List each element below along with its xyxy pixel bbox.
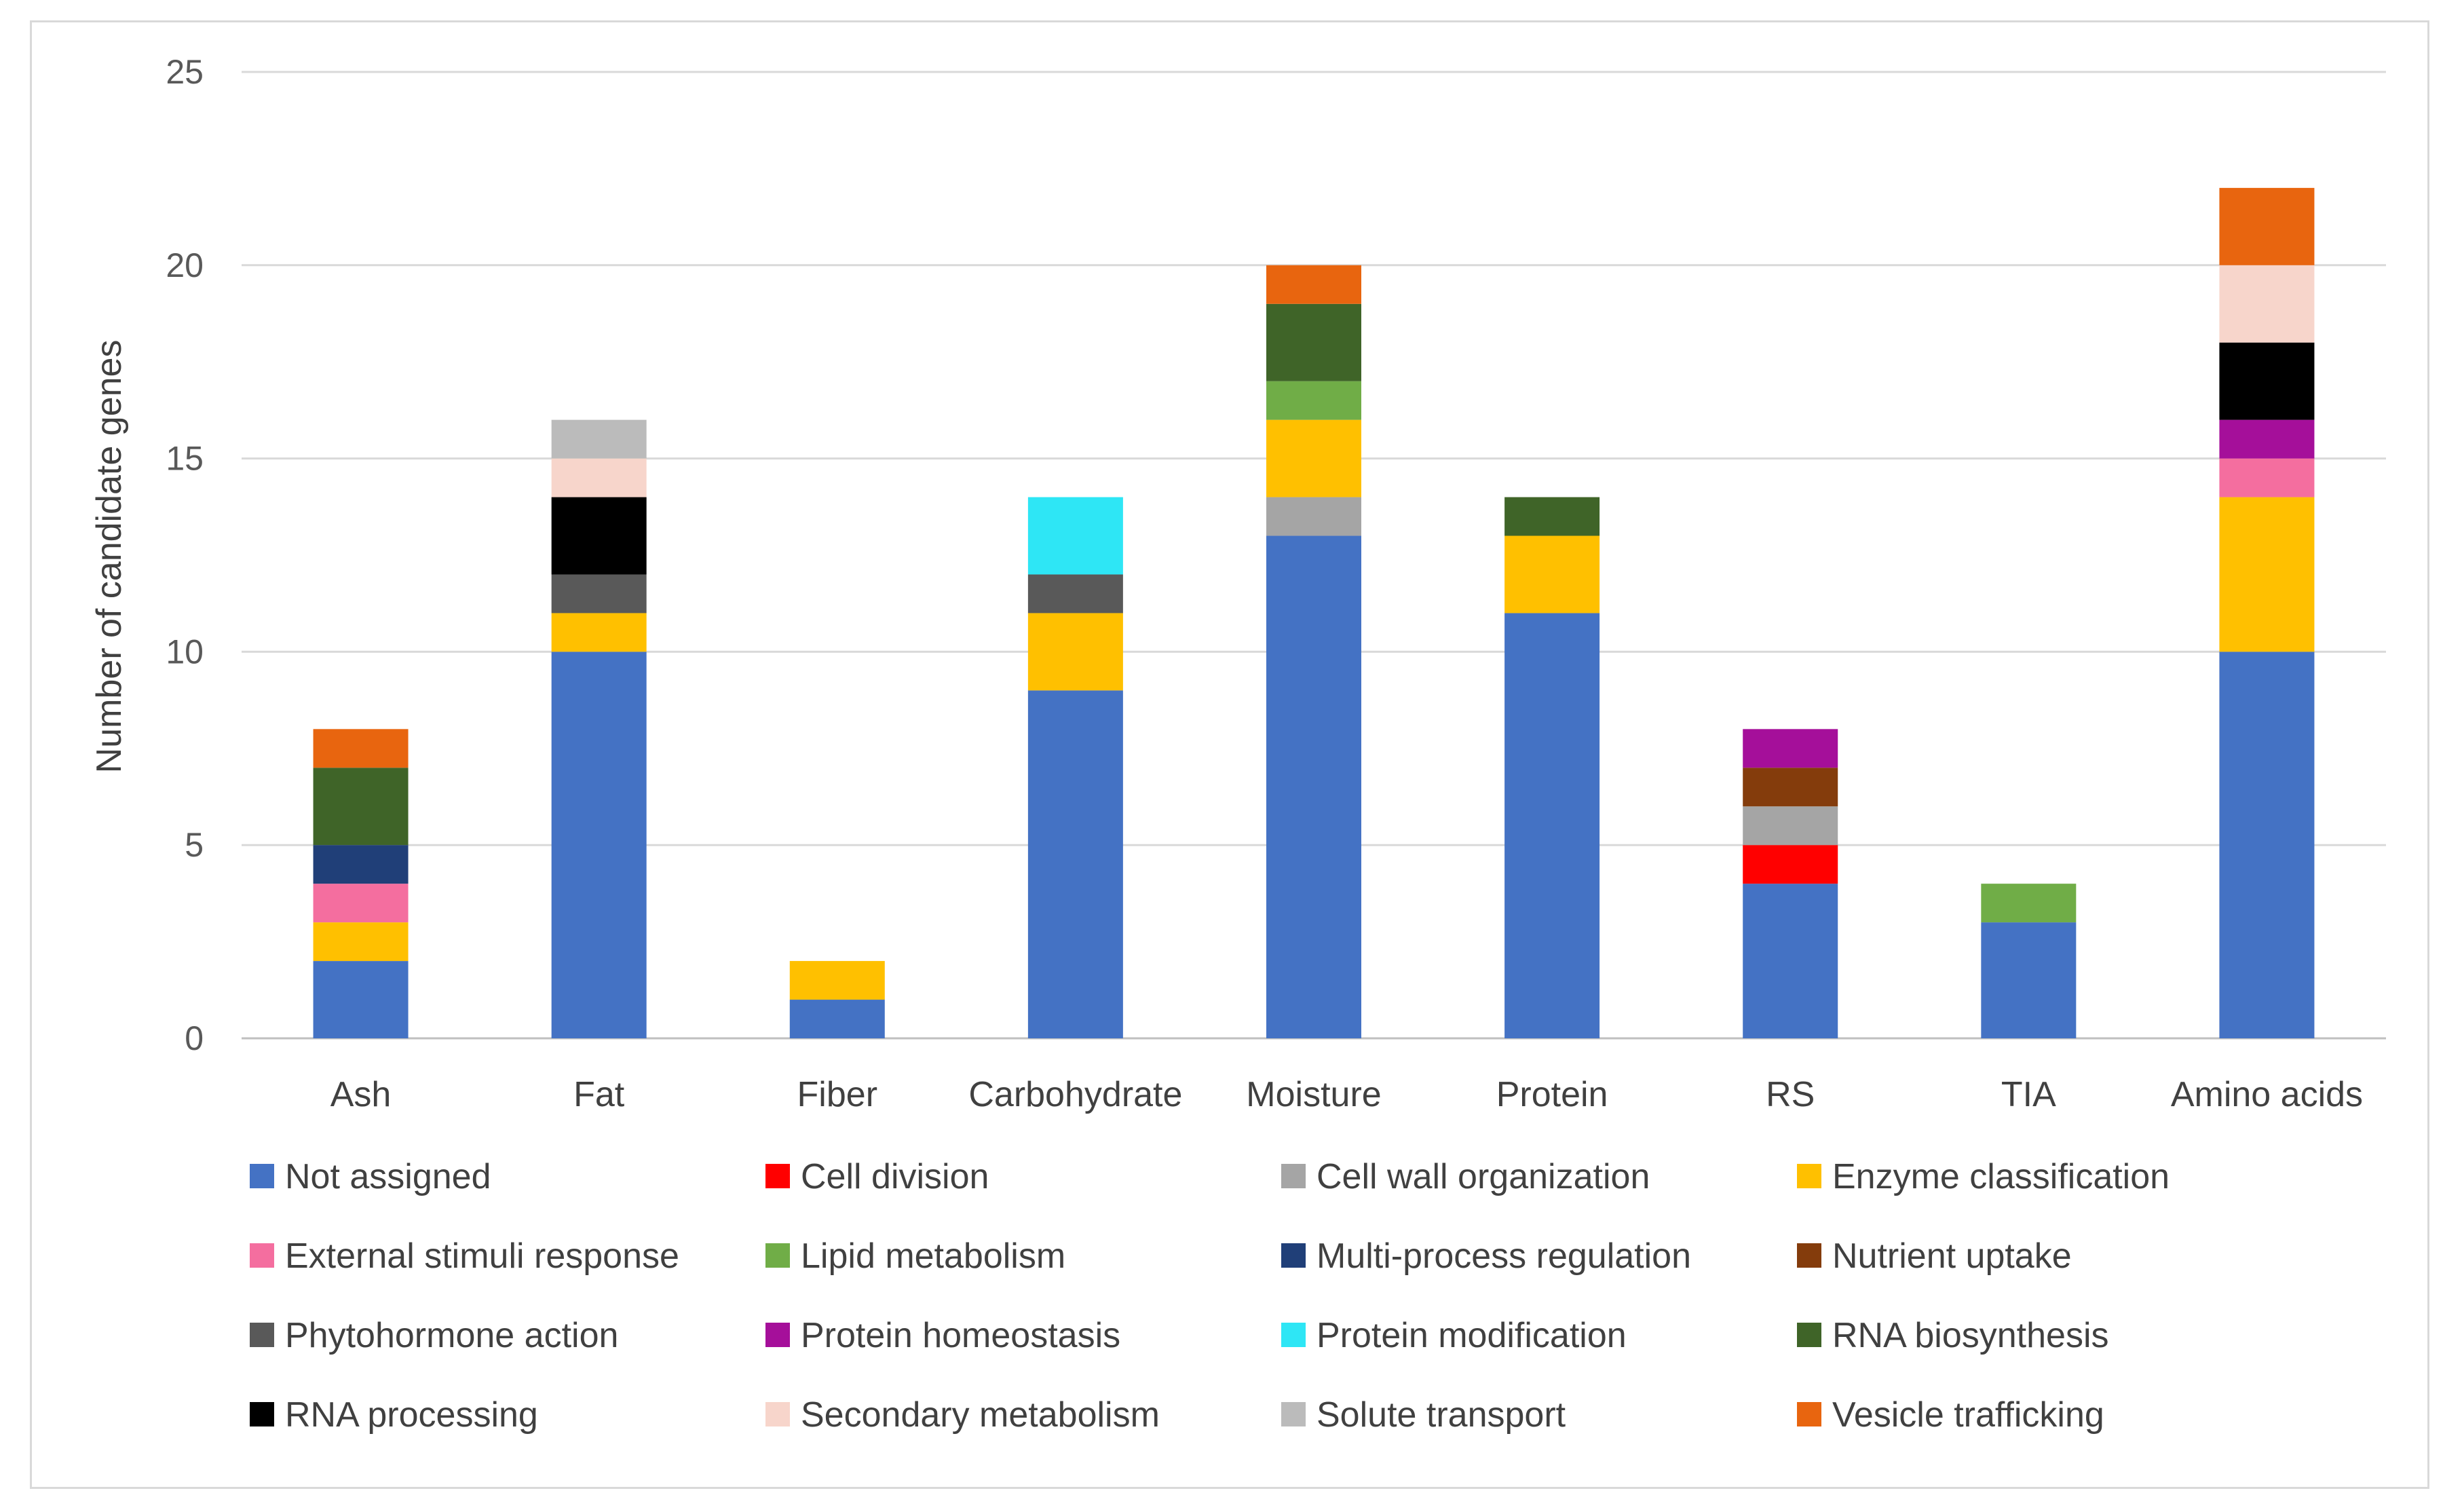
bar-segment	[1743, 884, 1838, 1038]
bar-segment	[2219, 497, 2315, 652]
bar-segment	[1743, 845, 1838, 884]
legend-swatch	[1797, 1323, 1821, 1347]
legend-label: Protein modification	[1317, 1316, 1627, 1355]
bar-segment	[1027, 497, 1123, 575]
bar-segment	[551, 651, 647, 1038]
bar-segment	[313, 961, 409, 1038]
x-category-label: Ash	[330, 1075, 392, 1114]
x-category-label: TIA	[2001, 1075, 2056, 1114]
bar-segment	[789, 961, 885, 1000]
bar-segment	[313, 768, 409, 846]
x-category-label: Amino acids	[2171, 1075, 2363, 1114]
bar-segment	[313, 884, 409, 923]
legend-label: Not assigned	[285, 1157, 491, 1196]
legend-swatch	[1797, 1402, 1821, 1426]
legend-swatch	[250, 1323, 274, 1347]
legend-swatch	[250, 1164, 274, 1188]
bar-segment	[551, 613, 647, 652]
bar-segment	[2219, 187, 2315, 265]
bar-segment	[313, 922, 409, 962]
x-category-label: RS	[1766, 1075, 1815, 1114]
y-tick-label: 0	[185, 1019, 204, 1057]
bar-segment	[2219, 342, 2315, 420]
bar-segment	[313, 729, 409, 768]
bar-segment	[2219, 651, 2315, 1038]
bar-segment	[551, 497, 647, 575]
legend-swatch	[765, 1402, 790, 1426]
bar-segment	[1504, 497, 1600, 536]
bar-segment	[551, 458, 647, 497]
x-category-label: Moisture	[1246, 1075, 1381, 1114]
bar-segment	[1981, 884, 2077, 923]
y-tick-label: 5	[185, 826, 204, 864]
legend-label: RNA processing	[285, 1395, 538, 1435]
legend-swatch	[765, 1164, 790, 1188]
bar-segment	[1266, 303, 1361, 381]
x-category-label: Fat	[573, 1075, 625, 1114]
bar-segment	[1027, 613, 1123, 691]
bar-segment	[1266, 497, 1361, 536]
legend-label: Phytohormone action	[285, 1316, 618, 1355]
legend-label: Multi-process regulation	[1317, 1236, 1691, 1276]
legend-swatch	[1797, 1164, 1821, 1188]
bar-segment	[2219, 458, 2315, 497]
bar-segment	[1743, 806, 1838, 846]
bar-segment	[1266, 381, 1361, 420]
y-tick-label: 15	[166, 440, 204, 478]
bar-segment	[1027, 574, 1123, 613]
legend-label: Protein homeostasis	[801, 1316, 1120, 1355]
x-category-label: Fiber	[797, 1075, 877, 1114]
legend-label: Lipid metabolism	[801, 1236, 1065, 1276]
legend-swatch	[1797, 1243, 1821, 1268]
bar-segment	[1266, 535, 1361, 1038]
bar-segment	[551, 419, 647, 459]
bar-segment	[1743, 768, 1838, 807]
legend-swatch	[765, 1323, 790, 1347]
bar-segment	[551, 574, 647, 613]
legend-swatch	[250, 1402, 274, 1426]
legend-label: Enzyme classification	[1832, 1157, 2170, 1196]
legend: Not assigned Cell division Cell wall organ…	[250, 1157, 2170, 1435]
bar-segment	[1266, 265, 1361, 304]
y-tick-label: 10	[166, 632, 204, 670]
y-axis-ticks: 0 5 10 15 20 25	[166, 53, 204, 1057]
bar-segment	[1266, 419, 1361, 497]
legend-swatch	[765, 1243, 790, 1268]
y-axis-title: Number of candidate genes	[90, 340, 129, 774]
legend-swatch	[250, 1243, 274, 1268]
legend-label: Cell division	[801, 1157, 989, 1196]
bars	[313, 187, 2315, 1038]
x-axis-categories: Ash Fat Fiber Carbohydrate Moisture Protein RS…	[330, 1075, 2363, 1114]
bar-segment	[789, 1000, 885, 1038]
legend-label: Vesicle trafficking	[1832, 1395, 2104, 1435]
bar-segment	[2219, 265, 2315, 343]
bar-segment	[1504, 535, 1600, 613]
legend-label: RNA biosynthesis	[1832, 1316, 2109, 1355]
legend-swatch	[1281, 1323, 1306, 1347]
bar-segment	[1743, 729, 1838, 768]
legend-swatch	[1281, 1164, 1306, 1188]
legend-label: Solute transport	[1317, 1395, 1566, 1435]
y-tick-label: 25	[166, 53, 204, 91]
legend-swatch	[1281, 1243, 1306, 1268]
legend-swatch	[1281, 1402, 1306, 1426]
legend-label: Nutrient uptake	[1832, 1236, 2072, 1276]
y-tick-label: 20	[166, 246, 204, 284]
bar-segment	[1504, 613, 1600, 1038]
legend-label: Cell wall organization	[1317, 1157, 1650, 1196]
bar-segment	[2219, 419, 2315, 459]
x-category-label: Carbohydrate	[968, 1075, 1182, 1114]
bar-segment	[313, 845, 409, 884]
bar-segment	[1981, 922, 2077, 1038]
x-category-label: Protein	[1496, 1075, 1608, 1114]
legend-label: External stimuli response	[285, 1236, 679, 1276]
bar-segment	[1027, 690, 1123, 1038]
legend-label: Secondary metabolism	[801, 1395, 1160, 1435]
